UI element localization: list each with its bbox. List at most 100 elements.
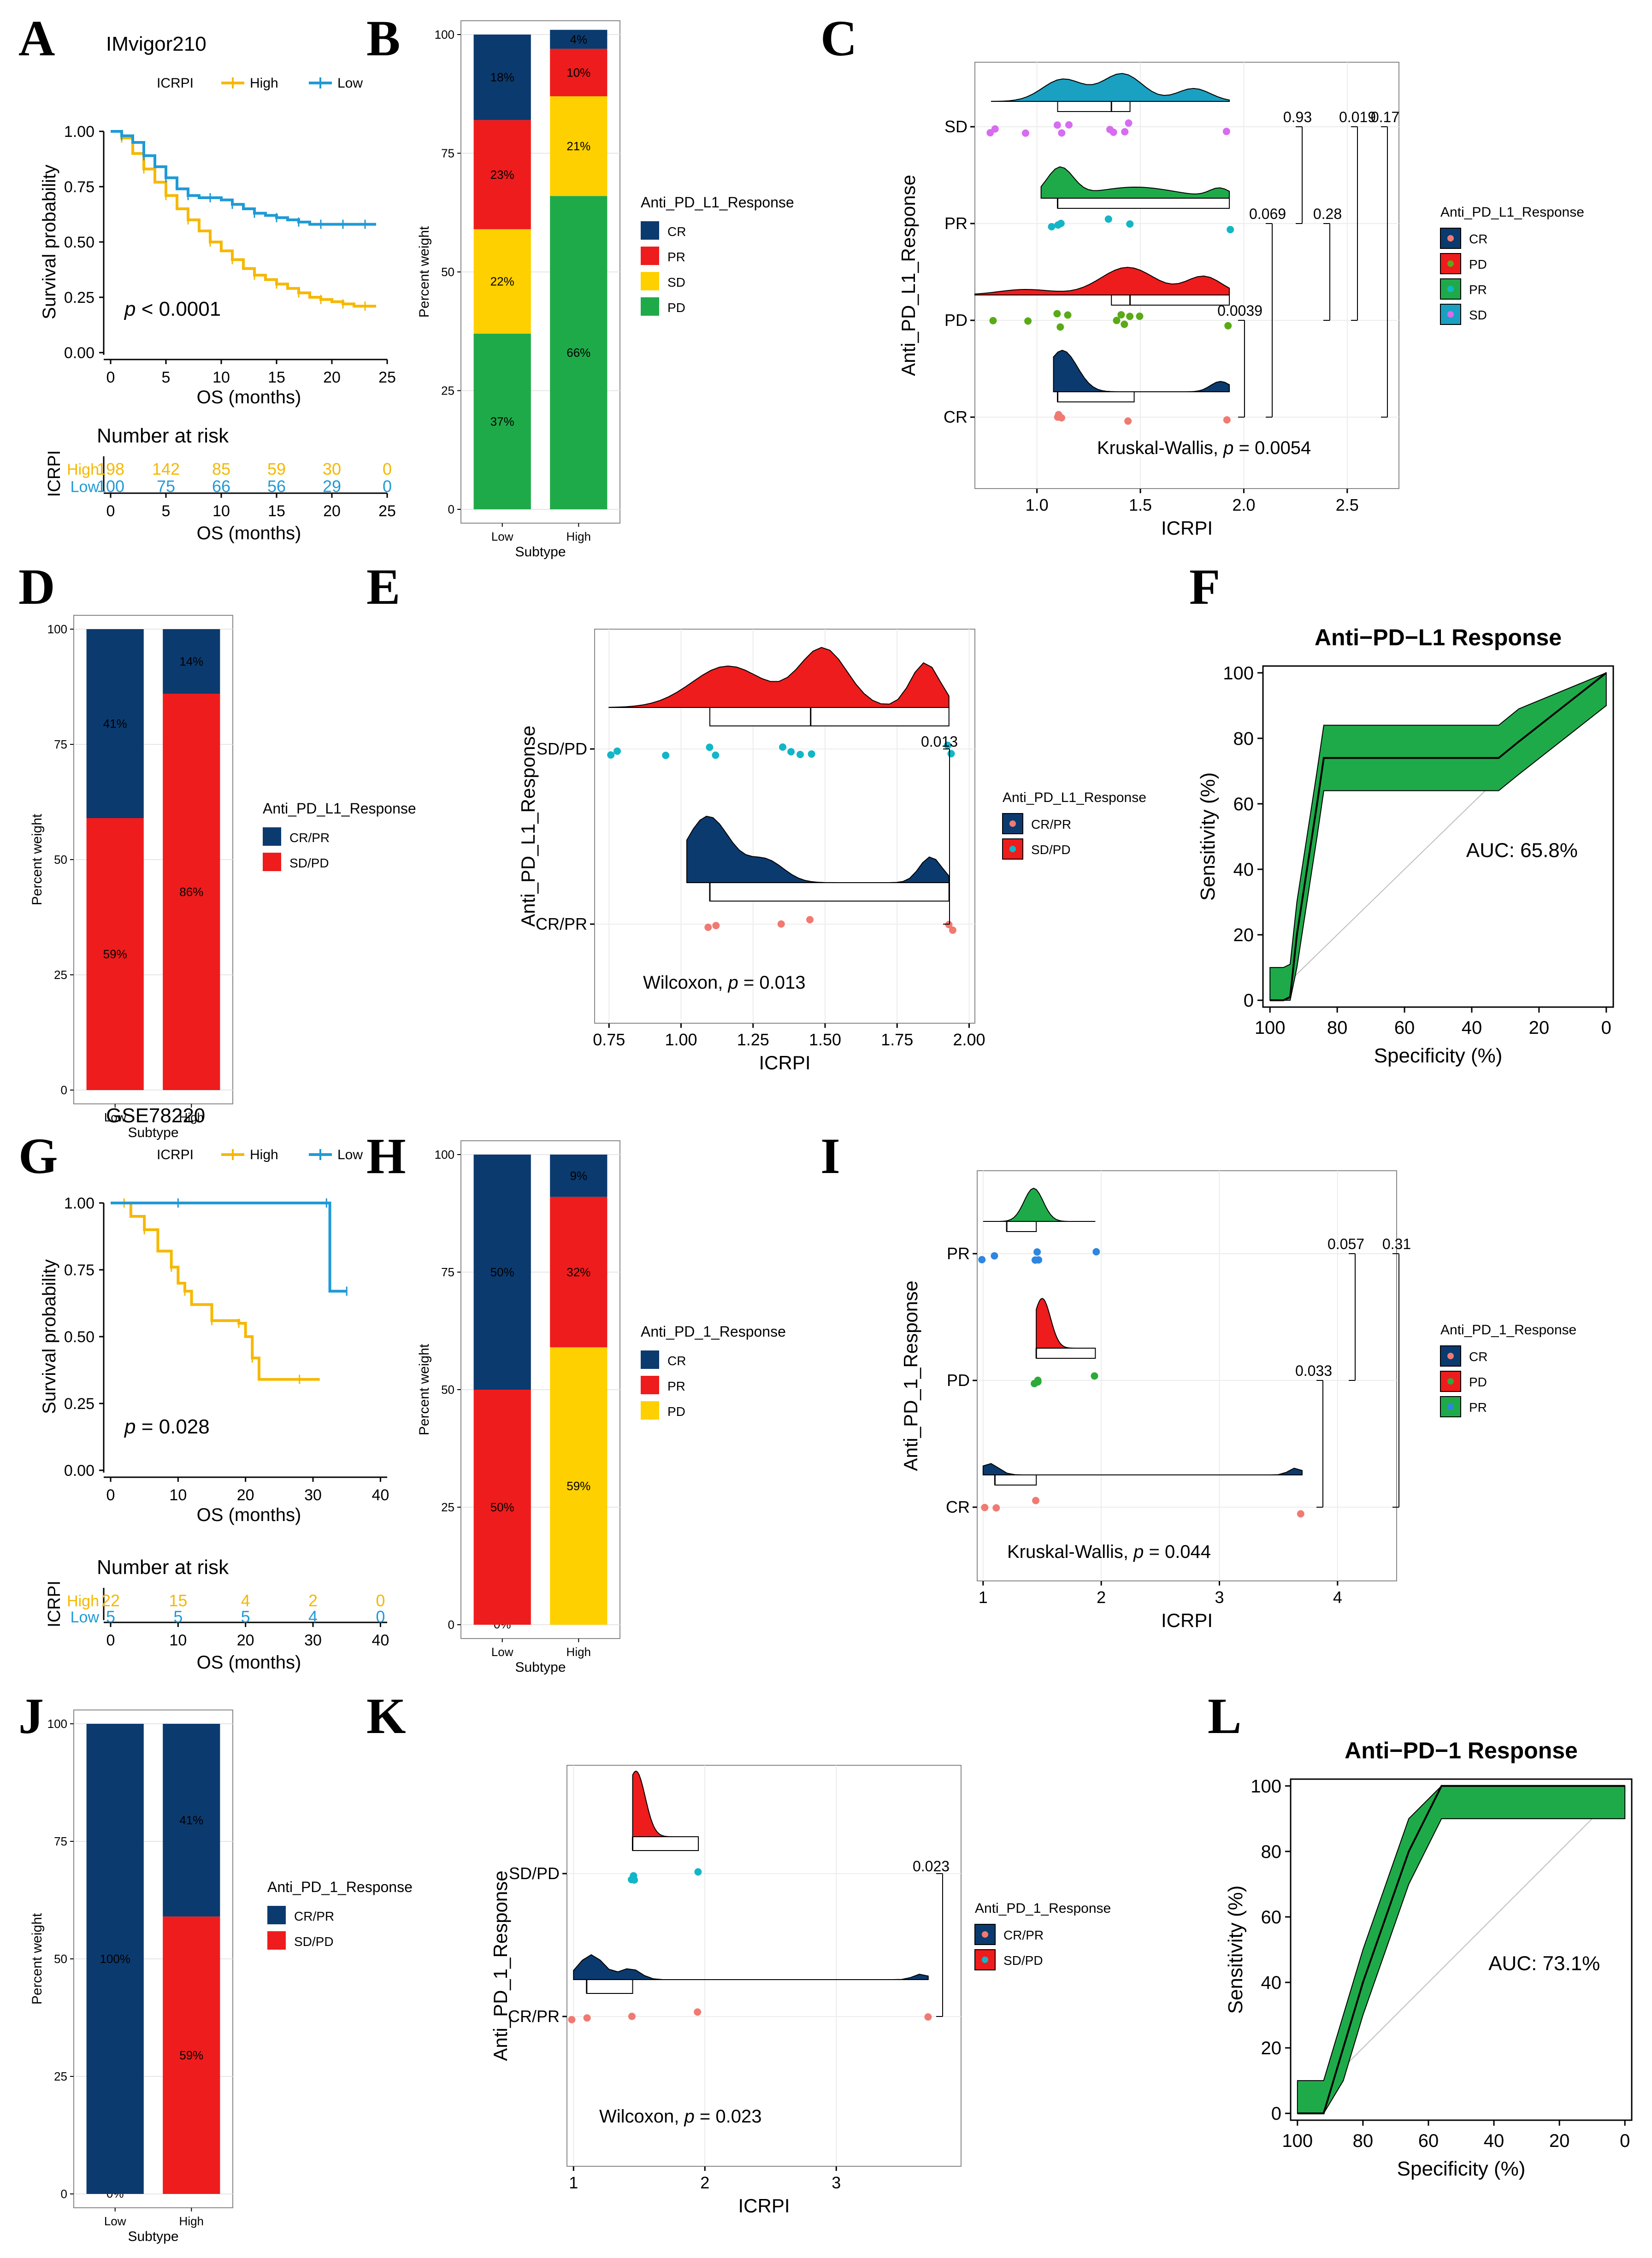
roc-x-tick-label: 60	[1418, 2131, 1439, 2151]
rain-legend-swatch-PD	[1440, 1371, 1461, 1392]
km-y-tick-label: 0.50	[64, 234, 94, 251]
rain-stat-test: Wilcoxon,	[643, 973, 728, 993]
stack-segment-High-cr	[550, 29, 608, 49]
km-curve-Low	[111, 1202, 347, 1293]
stack-x-tick-label: High	[566, 530, 591, 543]
km-pvalue-value: = 0.028	[136, 1415, 209, 1438]
risk-x-tick-label: 20	[323, 502, 341, 520]
stack-segment-High-sd	[550, 1347, 608, 1625]
rain-x-tick-label: 2.5	[1336, 495, 1359, 514]
roc-x-label: Specificity (%)	[1397, 2158, 1526, 2180]
rain-legend-dot	[982, 1957, 988, 1963]
stack-segment-High-cr	[550, 1155, 608, 1197]
km-x-tick-label: 25	[378, 369, 396, 386]
rain-comparison-label: 0.17	[1371, 109, 1399, 125]
risk-x-tick-label: 30	[304, 1632, 322, 1649]
rain-panel-bg	[974, 62, 1399, 489]
rain-cloud-SD/PD	[608, 647, 950, 708]
risk-group-Low: Low	[71, 478, 100, 496]
risk-value: 15	[169, 1591, 187, 1610]
roc-y-tick-label: 40	[1233, 860, 1254, 880]
rain-legend-dot	[1447, 1353, 1454, 1359]
risk-x-tick-label: 20	[237, 1632, 254, 1649]
rain-box-PD	[1036, 1348, 1096, 1359]
rain-box-SD/PD	[632, 1836, 699, 1851]
km-legend-label-High: High	[250, 76, 278, 91]
km-y-label: Survival probability	[39, 1259, 59, 1414]
risk-value: 0	[376, 1607, 385, 1626]
roc-y-tick-label: 40	[1261, 1973, 1282, 1993]
km-pvalue: p = 0.028	[124, 1415, 210, 1438]
km-x-label: OS (months)	[197, 1505, 301, 1525]
rain-x-tick-label: 2.00	[953, 1030, 985, 1049]
rain-legend-label-SD: SD	[1469, 308, 1487, 322]
risk-group-Low: Low	[71, 1609, 100, 1626]
km-title: IMvigor210	[106, 33, 206, 55]
stack-segment-High-sd	[550, 96, 608, 196]
rain-x-tick-label: 1.75	[881, 1030, 913, 1049]
risk-title: Number at risk	[97, 424, 229, 447]
rain-point	[992, 1504, 1000, 1512]
risk-y-label: ICRPI	[45, 1580, 64, 1627]
rain-legend-dot	[1447, 235, 1454, 242]
stack-x-tick-label: Low	[104, 1110, 126, 1124]
stack-segment-Low-red	[86, 818, 144, 1090]
km-pvalue: p < 0.0001	[124, 298, 221, 320]
rain-box-CR/PR	[709, 882, 950, 902]
rain-point	[706, 743, 714, 751]
risk-x-tick-label: 25	[378, 502, 396, 520]
rain-y-label: Anti_PD_1_Response	[900, 1280, 921, 1471]
stack-segment-label: 59%	[566, 1479, 590, 1493]
km-legend-title: ICRPI	[157, 76, 194, 91]
stack-legend-label-PR: PR	[667, 250, 685, 264]
roc-x-tick-label: 20	[1549, 2131, 1570, 2151]
roc-title: Anti−PD−1 Response	[1345, 1738, 1578, 1763]
rain-point	[1091, 1372, 1098, 1380]
rain-cloud-PR	[983, 1187, 1096, 1222]
rain-y-tick-label: CR	[944, 407, 968, 426]
km-x-label: OS (months)	[197, 387, 301, 407]
roc-curve	[1297, 1785, 1625, 2115]
roc-x-tick-label: 0	[1601, 1018, 1611, 1038]
rain-legend-label-CR/PR: CR/PR	[1031, 817, 1071, 831]
stack-y-tick-label: 50	[54, 1952, 67, 1966]
km-y-tick-label: 0.00	[64, 344, 94, 362]
rain-cloud-SD	[991, 73, 1230, 102]
rain-comparison-label: 0.0039	[1217, 302, 1263, 319]
risk-group-High: High	[67, 461, 99, 478]
rain-cloud-PR	[1040, 166, 1230, 199]
rain-x-tick-label: 3	[1215, 1588, 1224, 1607]
rain-x-tick-label: 1.5	[1129, 495, 1152, 514]
stack-segment-Low-navy	[86, 1724, 144, 2194]
roc-x-tick-label: 20	[1529, 1018, 1550, 1038]
stack-x-tick-label: Low	[104, 2214, 126, 2228]
km-pvalue-p: p	[124, 1415, 136, 1438]
risk-x-tick-label: 40	[372, 1632, 389, 1649]
rain-comparison-label: 0.28	[1313, 206, 1342, 222]
stack-y-tick-label: 50	[441, 265, 454, 279]
rain-legend-dot	[1447, 1378, 1454, 1385]
rain-x-tick-label: 1	[569, 2173, 578, 2192]
rain-legend-label-CR: CR	[1469, 232, 1487, 246]
stack-segment-High-pd	[550, 196, 608, 509]
stack-segment-label: 59%	[179, 2048, 203, 2062]
km-y-label: Survival probability	[39, 165, 59, 319]
roc-x-tick-label: 100	[1282, 2131, 1313, 2151]
rain-point	[1056, 323, 1064, 331]
stack-segment-label: 86%	[179, 885, 203, 899]
rain-legend-label-CR/PR: CR/PR	[1003, 1928, 1044, 1942]
roc-y-tick-label: 100	[1223, 663, 1254, 684]
roc-x-tick-label: 80	[1353, 2131, 1374, 2151]
rain-stat-value: = 0.0054	[1233, 438, 1311, 458]
stack-segment-Low-pd	[473, 333, 531, 509]
rain-x-tick-label: 1	[979, 1588, 988, 1607]
rain-comparison-label: 0.31	[1382, 1236, 1411, 1252]
panel-letter-A: A	[18, 10, 55, 66]
stack-x-label: Subtype	[128, 2229, 178, 2244]
rain-point	[1297, 1510, 1304, 1518]
risk-title: Number at risk	[97, 1556, 229, 1579]
panel-letter-D: D	[18, 559, 55, 615]
stack-legend-swatch-SD/PD	[267, 1931, 286, 1950]
rain-point	[949, 926, 956, 934]
stack-legend-title: Anti_PD_1_Response	[641, 1323, 786, 1340]
